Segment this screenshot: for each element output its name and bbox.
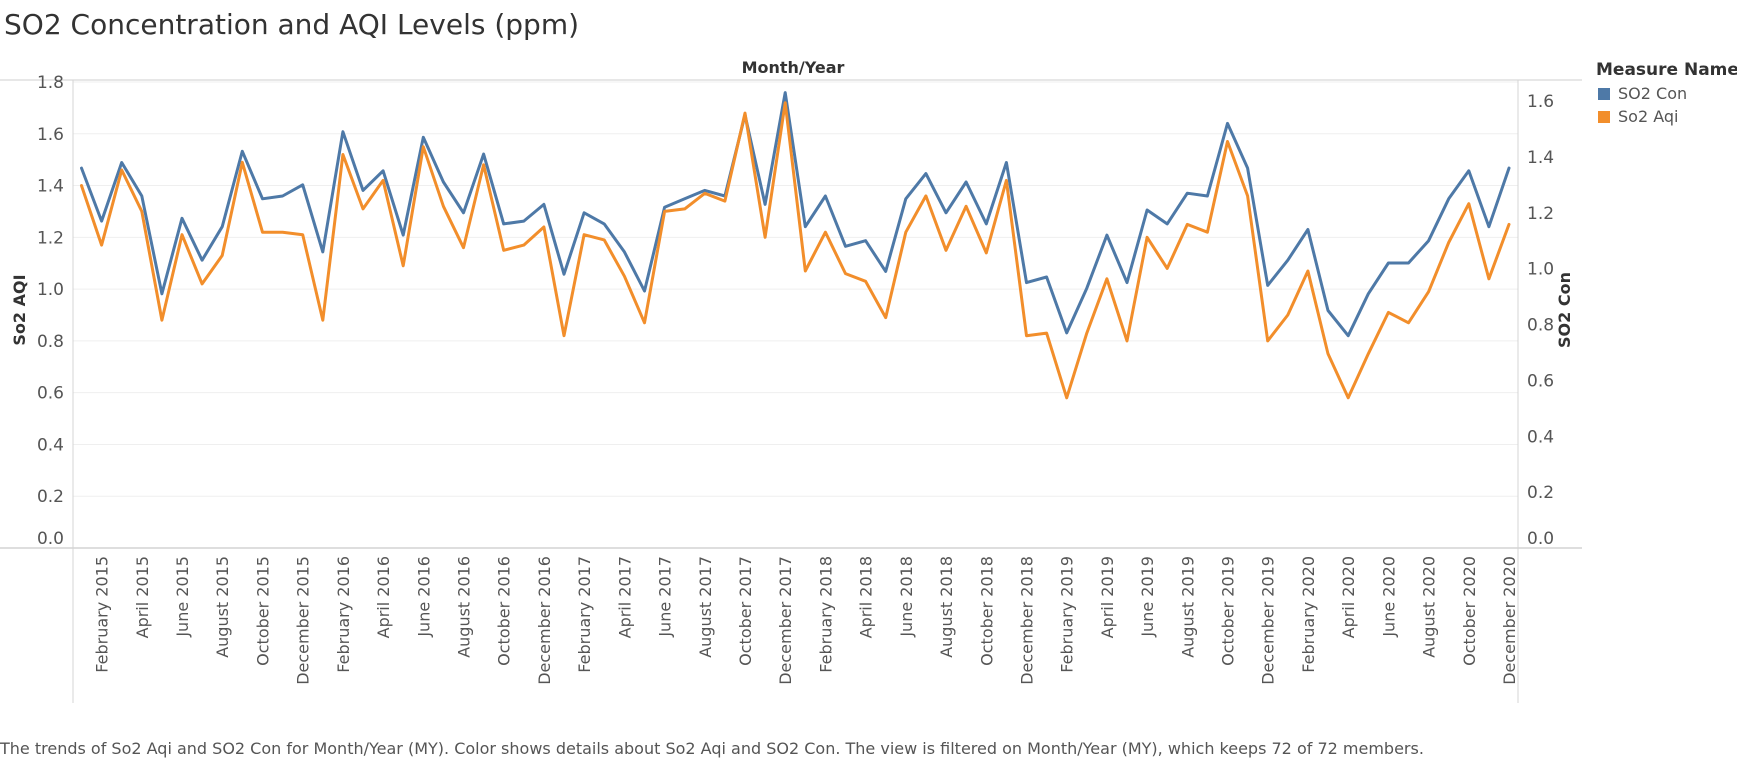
legend-swatch-so2-aqi — [1598, 110, 1610, 123]
x-tick-label: December 2017 — [776, 556, 795, 685]
x-tick-label: February 2018 — [816, 556, 835, 673]
x-tick-label: December 2019 — [1259, 556, 1278, 685]
x-tick-label: February 2019 — [1058, 556, 1077, 673]
legend-swatch-so2-con — [1598, 87, 1610, 100]
caption: The trends of So2 Aqi and SO2 Con for Mo… — [0, 739, 1424, 758]
y-tick-right: 1.0 — [1527, 260, 1554, 280]
x-header-label: Month/Year — [742, 58, 845, 77]
x-tick-label: February 2020 — [1299, 556, 1318, 673]
gridlines — [73, 81, 1518, 497]
series-line-so2-con[interactable] — [80, 91, 1511, 338]
x-tick-label: June 2016 — [414, 556, 433, 638]
x-tick-label: June 2020 — [1379, 556, 1398, 638]
x-tick-label: June 2018 — [897, 556, 916, 638]
y-tick-left: 1.0 — [37, 280, 64, 300]
x-tick-label: August 2016 — [455, 556, 474, 658]
x-tick-label: June 2017 — [656, 556, 675, 638]
y-tick-right: 1.2 — [1527, 204, 1554, 224]
x-tick-label: February 2015 — [93, 556, 112, 673]
y-axis-left-label: So2 AQI — [10, 274, 29, 345]
x-tick-label: April 2017 — [615, 556, 634, 638]
legend-label: SO2 Con — [1618, 84, 1688, 103]
series-line-so2-aqi[interactable] — [80, 101, 1511, 400]
y-tick-right: 0.2 — [1527, 483, 1554, 503]
legend-item-so2-aqi[interactable]: So2 Aqi — [1596, 107, 1737, 126]
x-tick-label: August 2020 — [1420, 556, 1439, 658]
x-axis: February 2015 April 2015 June 2015 August 2… — [93, 556, 1519, 685]
x-tick-label: February 2017 — [575, 556, 594, 673]
x-tick-label: April 2019 — [1098, 556, 1117, 638]
x-tick-label: October 2019 — [1219, 556, 1238, 666]
chart-title: SO2 Concentration and AQI Levels (ppm) — [4, 8, 580, 41]
x-tick-label: June 2019 — [1138, 556, 1157, 638]
y-tick-left: 1.4 — [37, 177, 64, 197]
legend-title: Measure Names — [1596, 60, 1737, 80]
y-tick-right: 1.4 — [1527, 148, 1554, 168]
x-tick-label: October 2015 — [254, 556, 273, 666]
legend-item-so2-con[interactable]: SO2 Con — [1596, 84, 1737, 103]
x-tick-label: August 2018 — [937, 556, 956, 658]
x-tick-label: August 2015 — [213, 556, 232, 658]
y-tick-right: 1.6 — [1527, 92, 1554, 112]
y-tick-right: 0.8 — [1527, 316, 1554, 336]
y-tick-right: 0.6 — [1527, 371, 1554, 391]
x-tick-label: October 2017 — [736, 556, 755, 666]
x-tick-label: December 2016 — [535, 556, 554, 685]
y-tick-left: 0.8 — [37, 332, 64, 352]
x-tick-label: February 2016 — [334, 556, 353, 673]
y-tick-left: 1.2 — [37, 228, 64, 248]
legend-label: So2 Aqi — [1618, 107, 1679, 126]
y-tick-left: 1.8 — [37, 73, 64, 93]
x-tick-label: April 2018 — [857, 556, 876, 638]
x-tick-label: June 2015 — [173, 556, 192, 638]
x-tick-label: April 2015 — [133, 556, 152, 638]
x-tick-label: April 2016 — [374, 556, 393, 638]
chart-frame — [0, 79, 1582, 703]
y-tick-right: 0.0 — [1527, 529, 1554, 549]
y-tick-left: 0.2 — [37, 487, 64, 507]
line-chart: 0.0 0.2 0.4 0.6 0.8 1.0 1.2 1.4 1.6 1.8 0.0 0.2 0.4… — [0, 58, 1582, 703]
x-tick-label: August 2019 — [1178, 556, 1197, 658]
series-lines — [80, 91, 1511, 400]
x-tick-label: December 2018 — [1018, 556, 1037, 685]
x-tick-label: October 2016 — [495, 556, 514, 666]
x-tick-label: October 2020 — [1460, 556, 1479, 666]
x-tick-label: December 2015 — [294, 556, 313, 685]
y-tick-left: 0.6 — [37, 384, 64, 404]
y-tick-left: 0.0 — [37, 529, 64, 549]
y-tick-right: 0.4 — [1527, 427, 1554, 447]
x-tick-label: August 2017 — [696, 556, 715, 658]
x-tick-label: October 2018 — [977, 556, 996, 666]
x-tick-label: December 2020 — [1500, 556, 1519, 685]
x-tick-label: April 2020 — [1339, 556, 1358, 638]
legend: Measure Names SO2 Con So2 Aqi — [1596, 60, 1737, 126]
left-axis: 0.0 0.2 0.4 0.6 0.8 1.0 1.2 1.4 1.6 1.8 — [37, 73, 64, 549]
y-axis-right-label: SO2 Con — [1555, 272, 1574, 348]
right-axis: 0.0 0.2 0.4 0.6 0.8 1.0 1.2 1.4 1.6 — [1527, 92, 1554, 549]
y-tick-left: 1.6 — [37, 125, 64, 145]
y-tick-left: 0.4 — [37, 435, 64, 455]
